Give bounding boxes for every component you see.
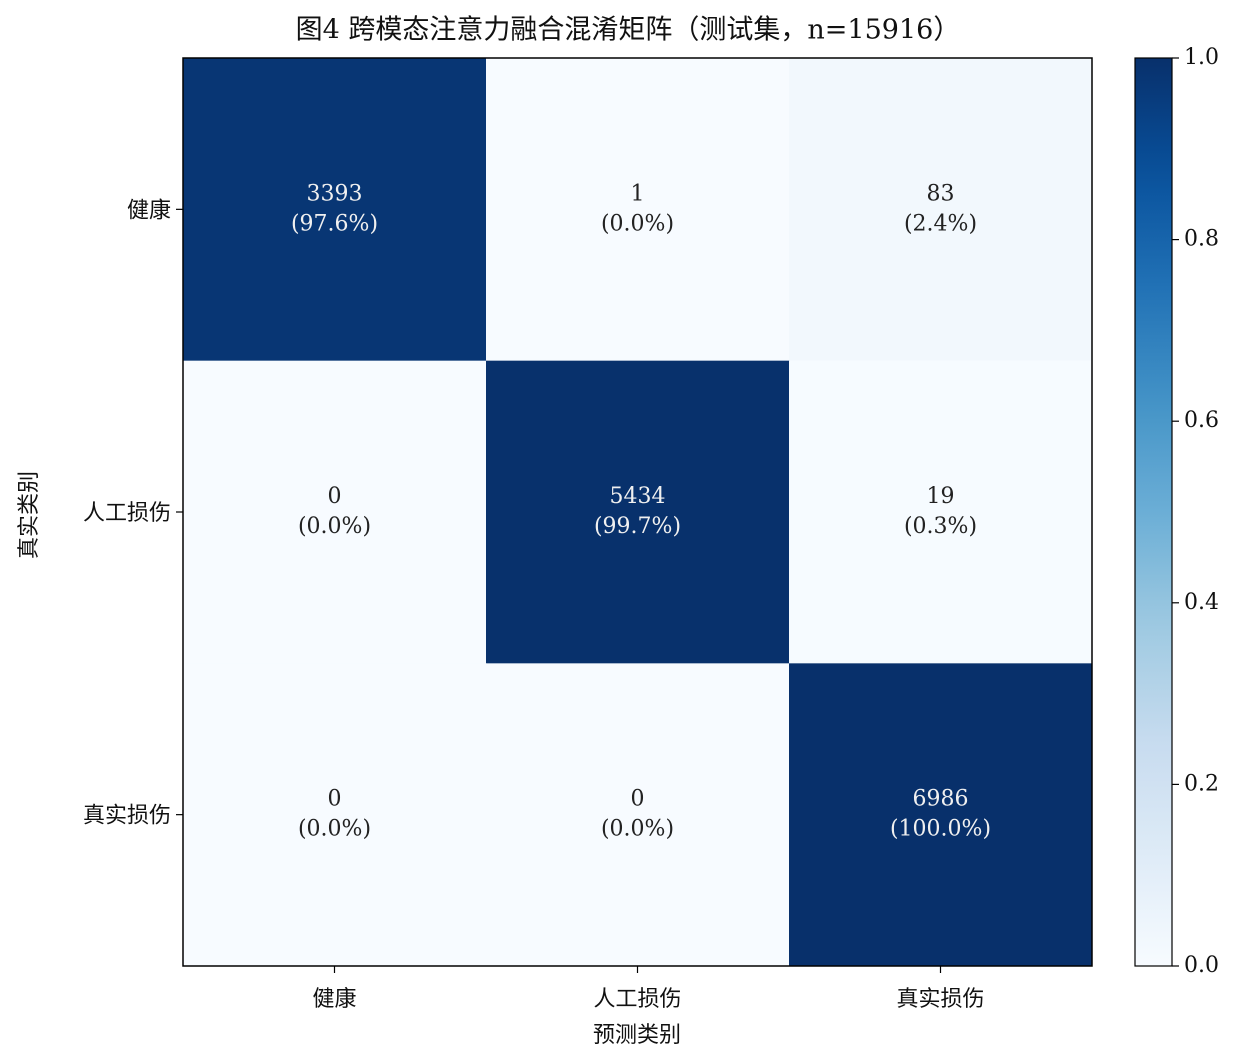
x-tick-label: 健康 (312, 987, 356, 1012)
heatmap-cell (789, 663, 1093, 967)
x-tick-label: 人工损伤 (593, 987, 681, 1012)
cell-count: 0 (328, 484, 342, 509)
y-tick-label: 健康 (127, 198, 171, 223)
cell-count: 83 (927, 181, 955, 206)
chart-title: 图4 跨模态注意力融合混淆矩阵（测试集，n=15916） (296, 15, 961, 46)
colorbar-tick-label: 0.0 (1184, 953, 1219, 978)
x-axis-label: 预测类别 (593, 1023, 681, 1048)
cell-count: 0 (631, 787, 645, 812)
cell-count: 1 (631, 181, 645, 206)
cell-count: 5434 (610, 484, 666, 509)
heatmap-cell (183, 58, 487, 362)
colorbar-tick-label: 0.8 (1184, 227, 1219, 252)
cell-percent: (100.0%) (890, 817, 991, 842)
cell-count: 0 (328, 787, 342, 812)
cell-percent: (2.4%) (904, 211, 977, 236)
cell-percent: (0.3%) (904, 514, 977, 539)
colorbar-tick-label: 0.2 (1184, 771, 1219, 796)
cell-percent: (99.7%) (594, 514, 681, 539)
cell-percent: (0.0%) (601, 817, 674, 842)
cell-count: 3393 (307, 181, 363, 206)
cell-percent: (97.6%) (291, 211, 378, 236)
y-tick-label: 人工损伤 (83, 501, 171, 526)
cell-count: 19 (927, 484, 955, 509)
cell-count: 6986 (913, 787, 969, 812)
heatmap-cell (486, 360, 790, 664)
cell-percent: (0.0%) (298, 817, 371, 842)
cell-percent: (0.0%) (298, 514, 371, 539)
heatmap-cell (486, 663, 790, 967)
y-axis-label: 真实类别 (17, 471, 42, 559)
x-tick-label: 真实损伤 (896, 987, 984, 1012)
y-tick-label: 真实损伤 (83, 804, 171, 829)
heatmap-cell (486, 58, 790, 362)
heatmap-cell (789, 360, 1093, 664)
colorbar-tick-label: 1.0 (1184, 45, 1219, 70)
colorbar-tick-label: 0.6 (1184, 408, 1219, 433)
heatmap-cell (183, 663, 487, 967)
heatmap-cell (789, 58, 1093, 362)
heatmap-cell (183, 360, 487, 664)
colorbar (1134, 57, 1173, 967)
colorbar-tick-label: 0.4 (1184, 590, 1219, 615)
cell-percent: (0.0%) (601, 211, 674, 236)
